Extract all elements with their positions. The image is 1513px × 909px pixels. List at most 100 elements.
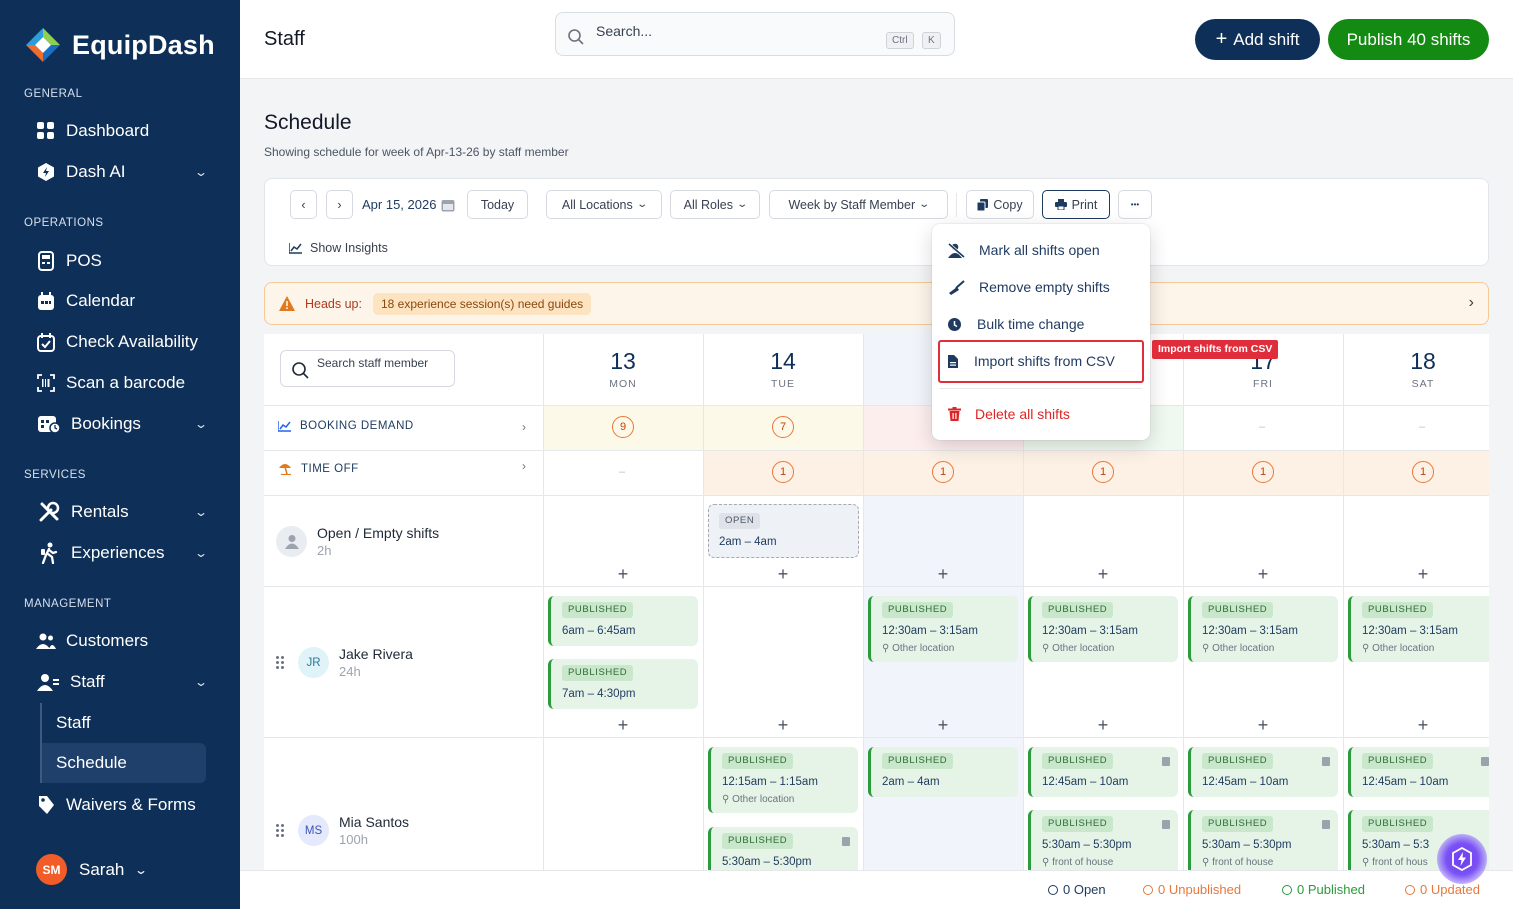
add-shift-plus[interactable]: + xyxy=(1417,564,1429,584)
add-shift-plus[interactable]: + xyxy=(777,715,789,735)
grid-icon xyxy=(36,121,56,141)
menu-import-csv[interactable]: Import shifts from CSV xyxy=(948,346,1115,376)
menu-mark-all-open[interactable]: Mark all shifts open xyxy=(948,235,1100,265)
shift-status-footer: 0 Open 0 Unpublished 0 Published 0 Updat… xyxy=(240,870,1513,909)
add-shift-plus[interactable]: + xyxy=(937,564,949,584)
nav-experiences[interactable]: Experiences ⌄ xyxy=(36,536,208,570)
shift-card[interactable]: PUBLISHED 6am – 6:45am xyxy=(548,596,698,646)
add-shift-button[interactable]: + Add shift xyxy=(1195,19,1320,60)
add-shift-plus[interactable]: + xyxy=(1257,564,1269,584)
user-name: Sarah xyxy=(79,859,125,879)
next-week-button[interactable]: › xyxy=(326,190,353,219)
search-icon xyxy=(568,29,584,45)
print-button[interactable]: Print xyxy=(1042,190,1110,219)
chevron-right-icon[interactable]: › xyxy=(522,459,526,473)
ai-hexagon-icon xyxy=(36,162,56,182)
drag-handle-icon[interactable] xyxy=(276,655,284,670)
date-picker[interactable]: Apr 15, 2026 xyxy=(362,197,455,212)
brand[interactable]: EquipDash xyxy=(24,26,215,64)
nav-rentals[interactable]: Rentals ⌄ xyxy=(36,495,208,529)
location-pin-icon: ⚲ xyxy=(882,643,893,654)
menu-remove-empty[interactable]: Remove empty shifts xyxy=(948,272,1110,302)
shift-time: 12:30am – 3:15am xyxy=(1042,625,1138,637)
shift-card[interactable]: PUBLISHED 12:45am – 10am xyxy=(1028,747,1178,797)
nav-dashboard[interactable]: Dashboard xyxy=(36,114,206,148)
nav-dash-ai[interactable]: Dash AI ⌄ xyxy=(36,155,208,189)
shift-card[interactable]: PUBLISHED 12:30am – 3:15am ⚲ Other locat… xyxy=(868,596,1018,662)
add-shift-plus[interactable]: + xyxy=(1417,715,1429,735)
add-shift-plus[interactable]: + xyxy=(1097,564,1109,584)
locations-select[interactable]: All Locations ⌄ xyxy=(546,190,662,219)
show-insights-button[interactable]: Show Insights xyxy=(289,241,388,255)
user-menu[interactable]: SM Sarah ⌄ xyxy=(36,854,148,885)
nav-staff-sub[interactable]: Staff xyxy=(40,703,206,743)
booking-demand-mon[interactable]: 9 xyxy=(612,416,634,438)
ai-assistant-button[interactable] xyxy=(1437,834,1487,884)
open-shift-card[interactable]: OPEN 2am – 4am xyxy=(708,504,859,558)
chevron-down-icon: ⌄ xyxy=(193,417,209,431)
staff-hours: 100h xyxy=(339,832,368,847)
global-search-input[interactable]: Search... Ctrl K xyxy=(555,12,955,56)
copy-button[interactable]: Copy xyxy=(966,190,1034,219)
published-tag: PUBLISHED xyxy=(1202,816,1274,832)
booking-demand-row[interactable]: BOOKING DEMAND xyxy=(278,420,414,432)
shift-card[interactable]: PUBLISHED 5:30am – 5:30pm ⚲ front of hou… xyxy=(1028,810,1178,870)
shift-card[interactable]: PUBLISHED 12:15am – 1:15am ⚲ Other locat… xyxy=(708,747,858,813)
shift-time: 12:15am – 1:15am xyxy=(722,776,818,788)
nav-calendar[interactable]: Calendar xyxy=(36,284,206,318)
barcode-scan-icon xyxy=(36,373,56,393)
nav-schedule-sub[interactable]: Schedule xyxy=(40,743,206,783)
drag-handle-icon[interactable] xyxy=(276,823,284,838)
add-shift-plus[interactable]: + xyxy=(1257,715,1269,735)
nav-staff[interactable]: Staff ⌄ xyxy=(36,665,208,699)
menu-bulk-time[interactable]: Bulk time change xyxy=(948,309,1084,339)
role-icon xyxy=(1481,757,1489,766)
time-off-thu[interactable]: 1 xyxy=(1092,461,1114,483)
shift-card[interactable]: PUBLISHED 12:30am – 3:15am ⚲ Other locat… xyxy=(1028,596,1178,662)
section-operations: OPERATIONS xyxy=(24,217,104,229)
publish-shifts-button[interactable]: Publish 40 shifts xyxy=(1328,19,1489,60)
nav-bookings[interactable]: Bookings ⌄ xyxy=(36,407,209,441)
more-actions-button[interactable]: ••• xyxy=(1118,190,1152,219)
nav-customers[interactable]: Customers xyxy=(36,624,206,658)
nav-pos[interactable]: POS xyxy=(36,244,206,278)
shift-card[interactable]: PUBLISHED 5:30am – 5:30pm ⚲ front of hou… xyxy=(1188,810,1338,870)
heads-up-banner[interactable]: Heads up: 18 experience session(s) need … xyxy=(264,282,1489,325)
time-off-tue[interactable]: 1 xyxy=(772,461,794,483)
day-name: MON xyxy=(609,378,637,390)
shift-card[interactable]: PUBLISHED 12:45am – 10am xyxy=(1188,747,1338,797)
add-shift-plus[interactable]: + xyxy=(617,564,629,584)
shift-card[interactable]: PUBLISHED 12:30am – 3:15am ⚲ Other locat… xyxy=(1348,596,1489,662)
time-off-wed[interactable]: 1 xyxy=(932,461,954,483)
today-button[interactable]: Today xyxy=(467,190,528,219)
time-off-fri[interactable]: 1 xyxy=(1252,461,1274,483)
roles-select[interactable]: All Roles ⌄ xyxy=(670,190,760,219)
equipdash-logo-icon xyxy=(26,28,60,62)
nav-waivers[interactable]: Waivers & Forms xyxy=(36,788,206,822)
search-placeholder: Search... xyxy=(596,23,653,39)
view-select[interactable]: Week by Staff Member ⌄ xyxy=(769,190,948,219)
chevron-down-icon: ⌄ xyxy=(636,199,648,210)
shift-card[interactable]: PUBLISHED 7am – 4:30pm xyxy=(548,659,698,709)
time-off-row[interactable]: TIME OFF xyxy=(278,462,359,475)
shift-card[interactable]: PUBLISHED 12:45am – 10am xyxy=(1348,747,1489,797)
add-shift-plus[interactable]: + xyxy=(777,564,789,584)
chevron-right-icon[interactable]: › xyxy=(522,420,526,434)
published-tag: PUBLISHED xyxy=(1202,753,1274,769)
nav-scan-barcode[interactable]: Scan a barcode xyxy=(36,366,206,400)
shift-card[interactable]: PUBLISHED 12:30am – 3:15am ⚲ Other locat… xyxy=(1188,596,1338,662)
shift-card[interactable]: PUBLISHED 2am – 4am xyxy=(868,747,1018,797)
time-off-sat[interactable]: 1 xyxy=(1412,461,1434,483)
prev-week-button[interactable]: ‹ xyxy=(290,190,317,219)
published-tag: PUBLISHED xyxy=(882,602,954,618)
menu-delete-all[interactable]: Delete all shifts xyxy=(948,399,1070,429)
add-shift-plus[interactable]: + xyxy=(937,715,949,735)
add-shift-plus[interactable]: + xyxy=(617,715,629,735)
booking-demand-tue[interactable]: 7 xyxy=(772,416,794,438)
shift-card[interactable]: PUBLISHED 5:30am – 5:30pm xyxy=(708,827,858,870)
staff-search-input[interactable]: Search staff member xyxy=(280,350,455,387)
shift-time: 12:30am – 3:15am xyxy=(882,625,978,637)
add-shift-plus[interactable]: + xyxy=(1097,715,1109,735)
nav-check-availability[interactable]: Check Availability xyxy=(36,325,206,359)
published-tag: PUBLISHED xyxy=(1042,753,1114,769)
